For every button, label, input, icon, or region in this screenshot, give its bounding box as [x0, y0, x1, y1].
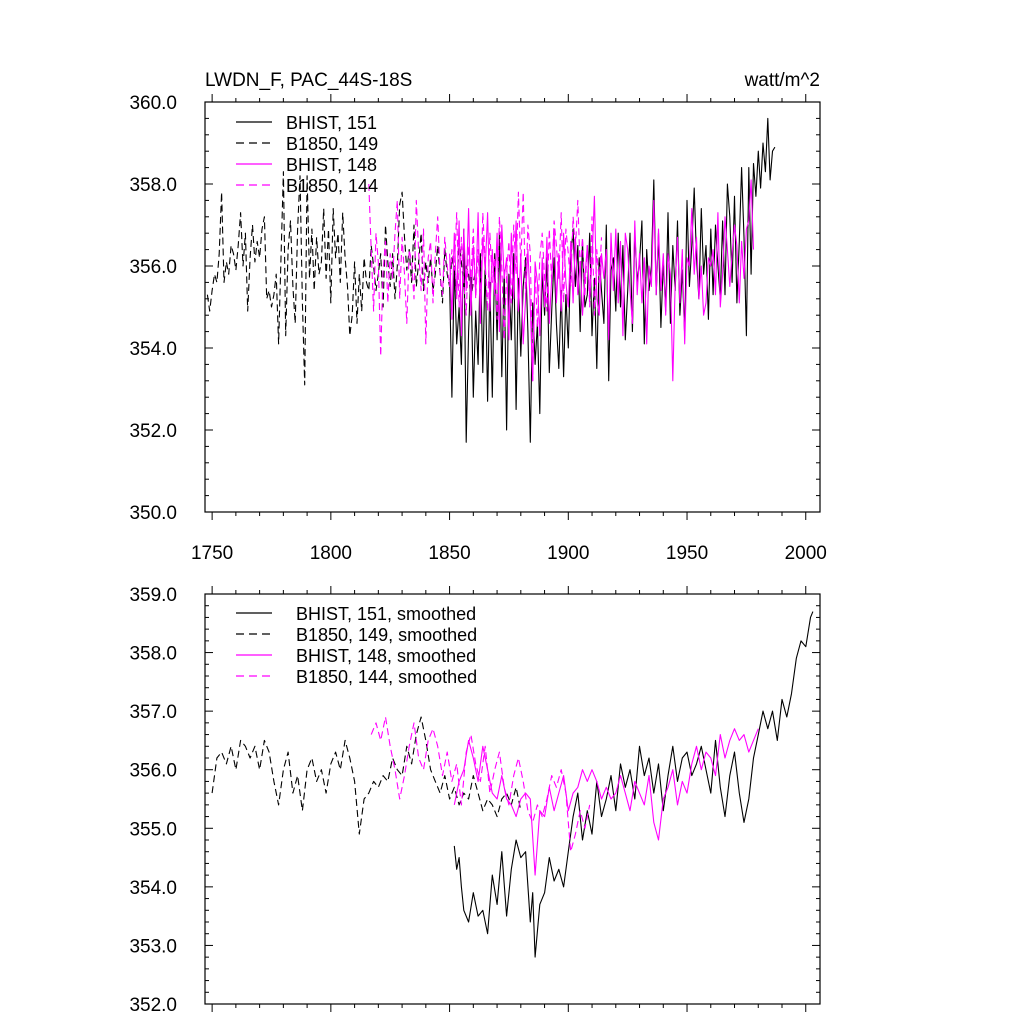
- top-panel: 1750 1800 1850 1900 1950 2000 350.0 352.0 354.0 3…: [129, 93, 826, 564]
- series-line-b1850-144-smoothed: [370, 716, 591, 853]
- legend-label: B1850, 144, smoothed: [296, 667, 477, 687]
- series-line-bhist-148-smoothed: [453, 728, 759, 876]
- legend-label: B1850, 149: [286, 134, 378, 154]
- y-tick-label: 356.0: [129, 761, 177, 782]
- y-tick-label: 358.0: [129, 644, 177, 665]
- y-tick-label: 360.0: [129, 93, 177, 114]
- y-tick-label: 352.0: [129, 421, 177, 442]
- x-tick-label: 1900: [547, 543, 589, 564]
- y-tick-label: 356.0: [129, 257, 177, 278]
- series-line-bhist-148: [449, 179, 755, 382]
- legend-label: BHIST, 151, smoothed: [296, 604, 476, 624]
- y-tick-label: 354.0: [129, 339, 177, 360]
- x-tick-label: 1850: [428, 543, 470, 564]
- y-tick-label: 354.0: [129, 878, 177, 899]
- series-line-b1850-144: [368, 183, 603, 382]
- plot-frame: [204, 101, 821, 513]
- x-tick-label: 1750: [191, 543, 233, 564]
- x-tick-label: 1800: [310, 543, 352, 564]
- x-tick-label: 2000: [785, 543, 827, 564]
- series-line-b1850-149-smoothed: [211, 716, 522, 835]
- y-tick-label: 353.0: [129, 936, 177, 957]
- legend-label: BHIST, 148: [286, 155, 377, 175]
- y-tick-label: 359.0: [129, 585, 177, 606]
- legend-label: BHIST, 148, smoothed: [296, 646, 476, 666]
- y-tick-label: 350.0: [129, 503, 177, 524]
- bottom-panel: 352.0 353.0 354.0 355.0 356.0 357.0 358.0 359.0…: [129, 585, 821, 1016]
- series-line-b1850-149: [206, 171, 477, 386]
- legend-label: B1850, 149, smoothed: [296, 625, 477, 645]
- y-tick-label: 357.0: [129, 702, 177, 723]
- legend-label: BHIST, 151: [286, 113, 377, 133]
- chart-title: LWDN_F, PAC_44S-18S: [205, 70, 412, 91]
- units-label: watt/m^2: [744, 70, 820, 91]
- x-tick-label: 1950: [666, 543, 708, 564]
- y-tick-label: 358.0: [129, 175, 177, 196]
- y-tick-label: 355.0: [129, 819, 177, 840]
- y-tick-label: 352.0: [129, 995, 177, 1016]
- series-line-bhist-151-smoothed: [453, 611, 814, 958]
- legend-label: B1850, 144: [286, 176, 378, 196]
- plot-frame: [204, 593, 821, 1005]
